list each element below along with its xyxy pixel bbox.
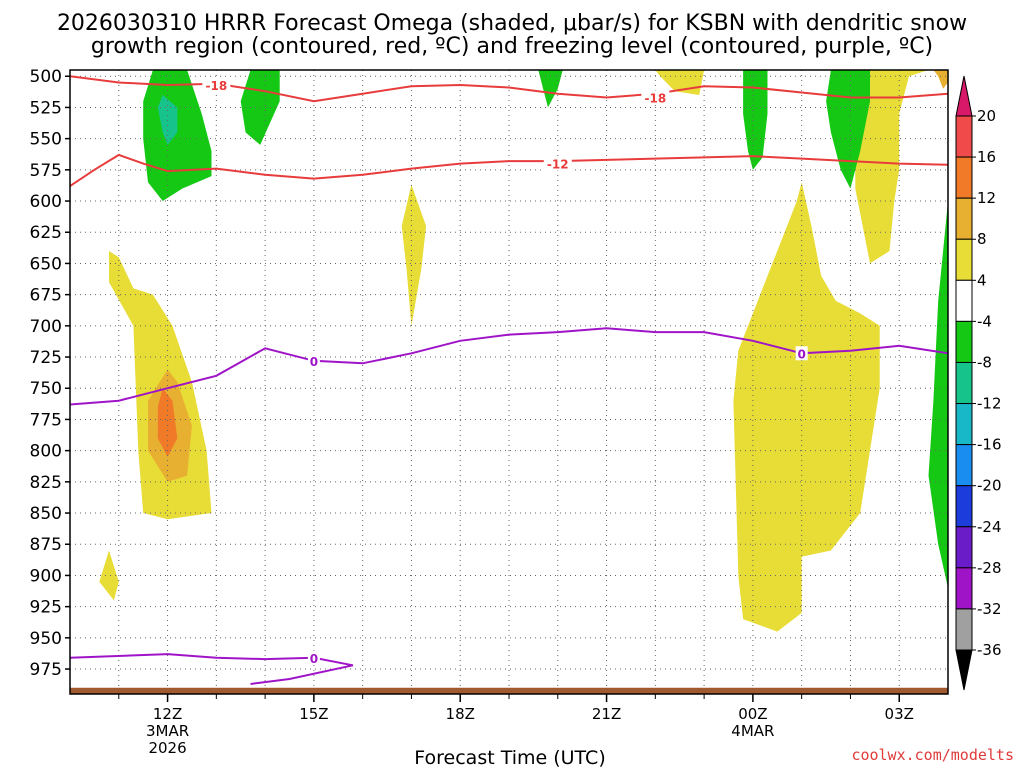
- y-axis-ticks: 500 525 550 575 600 625 650 675 700 725 750 775 800 8…: [30, 67, 70, 680]
- y-tick-label: 800: [30, 442, 62, 462]
- colorbar-segment: [955, 403, 973, 446]
- colorbar-label: -8: [977, 353, 992, 371]
- contour-label: -18: [205, 79, 227, 93]
- colorbar-segment: [955, 567, 973, 610]
- y-tick-label: 575: [30, 161, 62, 181]
- chart-title-line2: growth region (contoured, red, ºC) and f…: [91, 34, 933, 59]
- credit-link[interactable]: coolwx.com/modelts: [851, 746, 1014, 764]
- contour-line-3: [70, 653, 354, 685]
- colorbar-label: -36: [977, 641, 1002, 659]
- y-tick-label: 950: [30, 629, 62, 649]
- colorbar-segment: [955, 279, 973, 322]
- x-tick-label: 00Z: [738, 705, 767, 723]
- contour-label: -12: [547, 158, 569, 172]
- y-tick-label: 975: [30, 660, 62, 680]
- contour-label-bg: [307, 650, 320, 665]
- omega-region-15: [928, 201, 948, 588]
- colorbar-label: 12: [977, 189, 996, 207]
- colorbar-label: 20: [977, 107, 996, 125]
- colorbar-segment: [955, 444, 973, 487]
- colorbar-label: 16: [977, 148, 996, 166]
- colorbar-label: -24: [977, 518, 1002, 536]
- chart-title-line1: 2026030310 HRRR Forecast Omega (shaded, …: [57, 11, 967, 36]
- y-tick-label: 600: [30, 192, 62, 212]
- contour-label-bg: [795, 346, 808, 361]
- omega-region-3: [99, 550, 119, 601]
- y-tick-label: 525: [30, 98, 62, 118]
- contour-label: -18: [644, 91, 666, 105]
- colorbar-segment: [955, 156, 973, 199]
- x-tick-date: 4MAR: [731, 722, 774, 740]
- x-tick-label: 21Z: [592, 705, 621, 723]
- colorbar-segment: [955, 197, 973, 240]
- x-tick-label: 03Z: [885, 705, 914, 723]
- contour-lines: -18 -18 -12 0 0 0: [70, 75, 948, 685]
- colorbar-label: 8: [977, 230, 987, 248]
- colorbar-label: -12: [977, 395, 1002, 413]
- contour-label-bg: [641, 90, 670, 105]
- contour-label: 0: [797, 347, 805, 361]
- y-tick-label: 750: [30, 379, 62, 399]
- contour-label-bg: [202, 77, 231, 92]
- colorbar: 20 16 12 8 4 -4 -8 -12 -16 -20 -24 -28 -32 -36: [955, 75, 1002, 691]
- x-tick-label: 15Z: [299, 705, 328, 723]
- y-tick-label: 650: [30, 254, 62, 274]
- omega-region-12: [538, 70, 563, 108]
- colorbar-label: -16: [977, 436, 1002, 454]
- y-tick-label: 875: [30, 535, 62, 555]
- colorbar-segment: [955, 361, 973, 405]
- colorbar-label: -4: [977, 312, 992, 330]
- y-tick-label: 850: [30, 504, 62, 524]
- colorbar-label: -32: [977, 600, 1002, 618]
- omega-region-8: [933, 70, 948, 89]
- y-tick-label: 825: [30, 473, 62, 493]
- x-tick-label: 18Z: [446, 705, 475, 723]
- colorbar-segment: [955, 320, 973, 363]
- y-tick-label: 550: [30, 130, 62, 150]
- y-tick-label: 725: [30, 348, 62, 368]
- grid-lines: [70, 70, 948, 694]
- omega-region-6: [850, 70, 929, 264]
- omega-region-4: [401, 184, 427, 326]
- x-axis-label: Forecast Time (UTC): [414, 747, 605, 768]
- colorbar-label: 4: [977, 271, 987, 289]
- y-tick-label: 925: [30, 598, 62, 618]
- y-tick-label: 775: [30, 410, 62, 430]
- colorbar-label: -20: [977, 477, 1002, 495]
- colorbar-top-arrow: [955, 75, 973, 117]
- x-tick-year: 2026: [148, 739, 186, 757]
- colorbar-segment: [955, 238, 973, 281]
- ground-layer: [70, 687, 948, 694]
- colorbar-segment: [955, 608, 973, 651]
- contour-line-1: [70, 153, 948, 187]
- colorbar-segment: [955, 526, 973, 569]
- omega-region-10: [157, 95, 178, 145]
- y-tick-label: 900: [30, 566, 62, 586]
- omega-region-14: [826, 70, 870, 189]
- colorbar-label: -28: [977, 559, 1002, 577]
- y-tick-label: 625: [30, 223, 62, 243]
- x-tick-date: 3MAR: [146, 722, 189, 740]
- colorbar-segment: [955, 485, 973, 528]
- omega-region-2: [157, 388, 178, 457]
- omega-region-5: [733, 182, 880, 632]
- colorbar-segment: [955, 115, 973, 158]
- contour-label: 0: [310, 652, 318, 666]
- omega-region-9: [143, 70, 212, 201]
- y-tick-label: 700: [30, 317, 62, 337]
- colorbar-bottom-arrow: [955, 649, 973, 691]
- ground-fill: [70, 687, 948, 694]
- contour-line-0: [70, 75, 948, 103]
- y-tick-label: 500: [30, 67, 62, 87]
- contour-label-bg: [543, 156, 572, 171]
- omega-region-13: [743, 70, 768, 170]
- contour-label-bg: [307, 353, 320, 368]
- omega-shading: [99, 70, 948, 632]
- y-tick-label: 675: [30, 286, 62, 306]
- contour-label: 0: [310, 355, 318, 369]
- x-tick-label: 12Z: [153, 705, 182, 723]
